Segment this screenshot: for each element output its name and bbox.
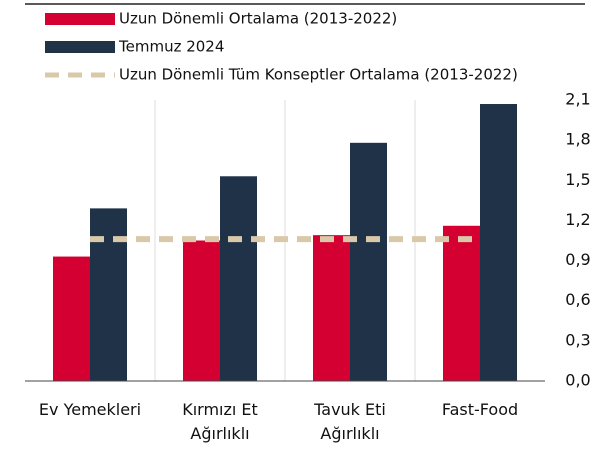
bar [350,142,387,381]
x-tick-label: Fast-Food [441,400,519,419]
x-tick-label: Ev Yemekleri [38,400,142,419]
legend-label: Uzun Dönemli Tüm Konseptler Ortalama (20… [119,66,518,84]
legend-swatch [45,41,115,53]
bar [443,225,480,381]
legend-label: Temmuz 2024 [118,38,224,56]
bar [183,240,220,381]
legend-label: Uzun Dönemli Ortalama (2013-2022) [119,10,397,28]
y-tick-label: 2,1 [565,90,590,109]
x-tick-label: Tavuk Eti Ağırlıklı [314,400,386,443]
y-tick-label: 1,2 [565,210,590,229]
bar [90,208,127,381]
bar [53,256,90,381]
bar [313,235,350,381]
bar [480,104,517,381]
bar [220,176,257,381]
y-tick-label: 0,3 [565,330,590,349]
y-tick-label: 1,5 [565,170,590,189]
y-tick-label: 0,0 [565,371,590,390]
y-tick-label: 0,9 [565,250,590,269]
legend-swatch [45,13,115,25]
x-tick-label: Kırmızı Et Ağırlıklı [182,400,258,443]
y-tick-label: 1,8 [565,130,590,149]
y-tick-label: 0,6 [565,290,590,309]
